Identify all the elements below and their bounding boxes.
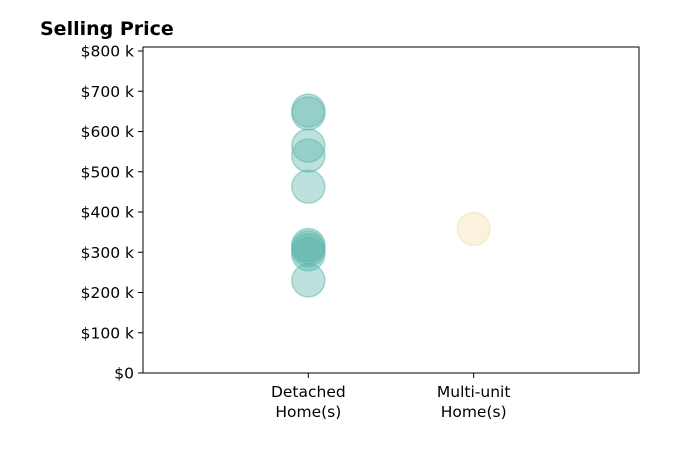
scatter-point bbox=[456, 211, 491, 247]
scatter-point bbox=[291, 169, 326, 204]
y-axis: $0 $100 k $200 k $300 k $400 k $500 k $600 k $7… bbox=[81, 43, 143, 383]
scatter-point bbox=[291, 128, 326, 163]
y-tick-label: $600 k bbox=[81, 123, 134, 141]
scatter-point bbox=[291, 263, 326, 298]
y-tick-label: $700 k bbox=[81, 83, 134, 101]
x-tick-label: Detached bbox=[271, 383, 346, 401]
x-tick-label: Home(s) bbox=[441, 403, 507, 421]
plot-frame bbox=[142, 46, 640, 374]
y-tick-label: $0 bbox=[114, 365, 134, 383]
scatter-point bbox=[291, 96, 326, 131]
x-tick-label: Multi-unit bbox=[437, 383, 511, 401]
y-tick-label: $100 k bbox=[81, 324, 134, 342]
y-tick-label: $500 k bbox=[81, 163, 134, 181]
y-tick-label: $400 k bbox=[81, 204, 134, 222]
scatter-point bbox=[291, 138, 326, 173]
x-tick-label: Home(s) bbox=[275, 403, 341, 421]
data-points bbox=[291, 93, 491, 298]
x-axis: Detached Home(s) Multi-unit Home(s) bbox=[271, 373, 510, 421]
scatter-point bbox=[291, 237, 326, 272]
y-tick-label: $200 k bbox=[81, 284, 134, 302]
y-tick-label: $800 k bbox=[81, 43, 134, 61]
y-tick-label: $300 k bbox=[81, 244, 134, 262]
chart-title: Selling Price bbox=[40, 18, 174, 40]
